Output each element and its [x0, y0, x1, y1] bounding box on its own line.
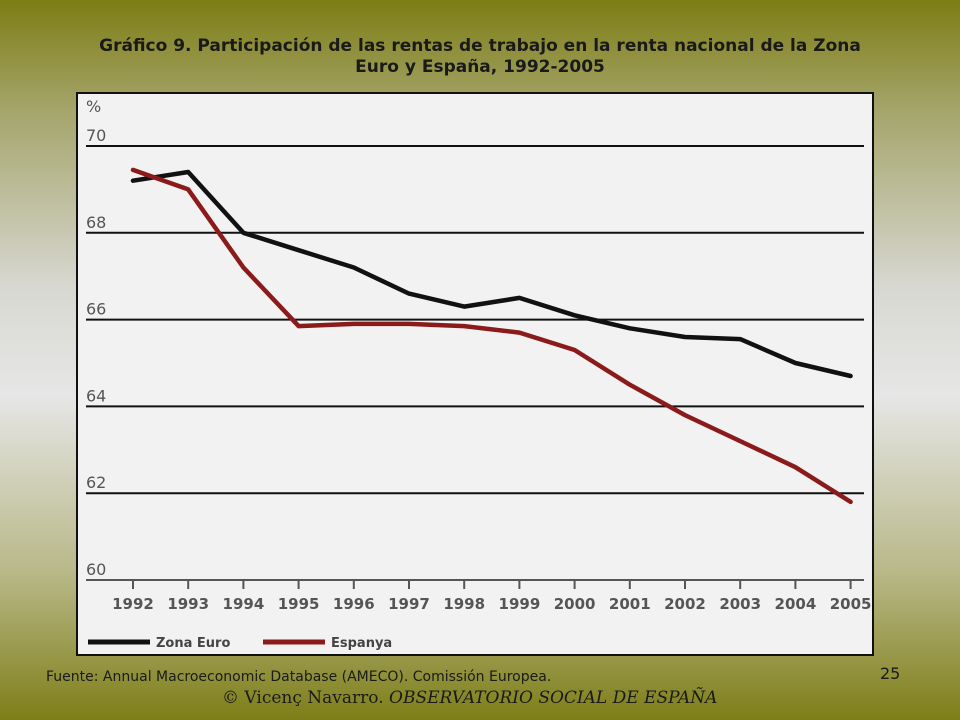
y-tick-label-68: 68	[86, 213, 106, 232]
x-tick-label-2001: 2001	[609, 595, 651, 613]
x-tick-label-1998: 1998	[443, 595, 485, 613]
x-tick-label-1992: 1992	[112, 595, 154, 613]
legend: Zona Euro Espanya	[88, 636, 392, 651]
legend-label-0: Zona Euro	[156, 636, 230, 651]
y-tick-label-62: 62	[86, 473, 106, 492]
x-tick-label-2000: 2000	[554, 595, 596, 613]
y-axis-unit-label: %	[86, 97, 101, 116]
x-tick-label-2004: 2004	[775, 595, 817, 613]
y-tick-label-64: 64	[86, 386, 106, 405]
x-tick-label-1997: 1997	[388, 595, 430, 613]
y-tick-label-70: 70	[86, 126, 106, 145]
y-tick-label-60: 60	[86, 560, 106, 579]
legend-label-1: Espanya	[331, 636, 392, 651]
x-tick-label-1996: 1996	[333, 595, 375, 613]
chart-title-line-2: Euro y España, 1992-2005	[355, 57, 605, 77]
x-tick-label-1993: 1993	[167, 595, 209, 613]
x-tick-label-1994: 1994	[223, 595, 265, 613]
x-tick-label-2002: 2002	[664, 595, 706, 613]
y-axis-tick-labels: 70 68 66 64 62 60	[86, 126, 106, 579]
copyright-note: © Vicenç Navarro. OBSERVATORIO SOCIAL DE…	[222, 688, 717, 708]
line-chart: % 70 68 66 64 62 60 1992 1993 1994 1995 1996 1997 1…	[76, 92, 874, 656]
x-tick-label-1999: 1999	[499, 595, 541, 613]
copyright-author: © Vicenç Navarro.	[222, 688, 390, 708]
series-lines	[130, 167, 853, 505]
series-line-1	[130, 167, 853, 505]
source-note: Fuente: Annual Macroeconomic Database (A…	[46, 669, 552, 685]
y-tick-label-66: 66	[86, 300, 106, 319]
series-line-0	[130, 169, 853, 379]
x-tick-label-1995: 1995	[278, 595, 320, 613]
x-tick-label-2005: 2005	[830, 595, 872, 613]
chart-title-line-1: Gráfico 9. Participación de las rentas d…	[99, 36, 861, 56]
copyright-observatory: OBSERVATORIO SOCIAL DE ESPAÑA	[389, 688, 718, 708]
grid-lines	[86, 145, 864, 495]
page-number: 25	[880, 664, 901, 683]
x-axis: 1992 1993 1994 1995 1996 1997 1998 1999 2000 2001…	[86, 579, 872, 613]
chart-title: Gráfico 9. Participación de las rentas d…	[40, 36, 920, 78]
x-tick-label-2003: 2003	[719, 595, 761, 613]
